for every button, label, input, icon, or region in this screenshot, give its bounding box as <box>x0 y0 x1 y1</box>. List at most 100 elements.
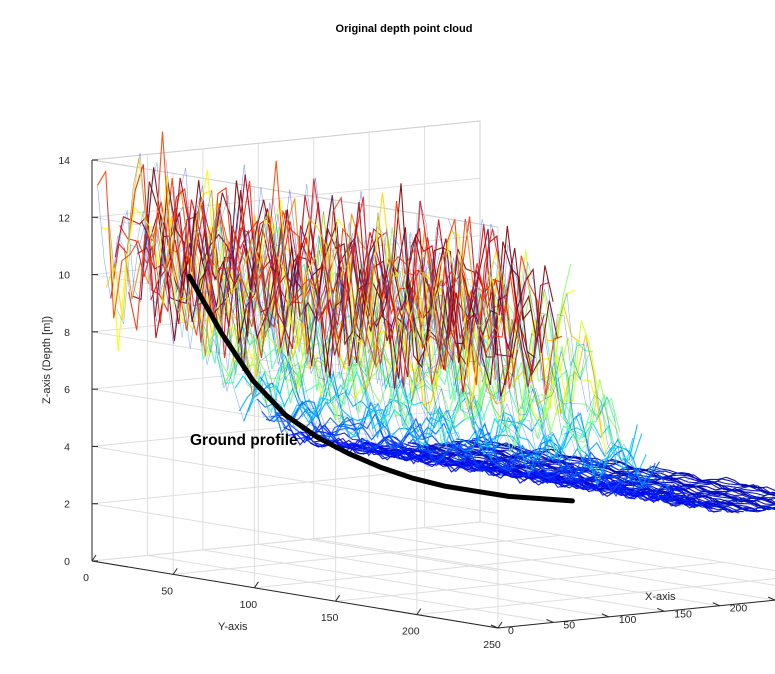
x-axis-ticks: 050100150200250300350 <box>490 596 775 637</box>
y-tick <box>335 594 341 602</box>
surface-line <box>97 185 471 450</box>
surface-line <box>243 211 617 473</box>
surface-line <box>184 208 558 465</box>
x-tick-label: 50 <box>563 619 575 631</box>
y-tick-label: 250 <box>483 639 501 651</box>
grid-line <box>479 521 775 572</box>
surface-line <box>457 268 775 508</box>
surface-line <box>438 218 775 505</box>
x-axis-line <box>497 599 775 629</box>
ground-profile-line <box>186 273 575 504</box>
z-tick-label: 0 <box>64 556 70 568</box>
grid-line <box>258 543 665 612</box>
x-axis-label: X-axis <box>645 591 676 603</box>
grid-line <box>335 561 724 602</box>
grid-line <box>313 538 720 607</box>
grid-line <box>202 549 609 618</box>
surface-line <box>311 235 685 484</box>
axis-lines <box>91 160 775 629</box>
ground-profile-label: Ground profile <box>190 432 298 449</box>
y-tick <box>253 581 259 589</box>
surface-line <box>262 189 636 477</box>
x-tick <box>546 618 554 623</box>
surface-line <box>282 222 656 479</box>
y-tick-label: 200 <box>402 626 420 638</box>
chart-title: Original depth point cloud <box>336 23 473 35</box>
y-tick <box>91 554 97 562</box>
z-tick-label: 2 <box>64 499 70 511</box>
surface-line <box>389 227 763 497</box>
x-tick <box>601 613 610 618</box>
x-tick-label: 100 <box>619 614 637 626</box>
z-tick-label: 4 <box>64 441 70 453</box>
y-tick-label: 100 <box>240 599 258 611</box>
x-tick-label: 200 <box>730 603 748 615</box>
surface-line <box>243 371 643 477</box>
x-tick <box>657 607 665 612</box>
surface-line <box>370 226 743 495</box>
surface-line <box>116 162 490 453</box>
z-tick-label: 8 <box>64 327 70 339</box>
grid-line <box>254 548 643 589</box>
z-tick-label: 14 <box>58 155 70 167</box>
z-axis-ticks: 0 2 4 6 8 10 12 14 <box>58 155 98 568</box>
grid-line <box>91 464 481 505</box>
y-tick <box>416 608 422 615</box>
z-tick-label: 10 <box>58 270 70 282</box>
surface-line <box>419 251 775 502</box>
grid-line <box>416 578 775 616</box>
x-tick <box>767 596 775 601</box>
surface-line <box>477 223 775 513</box>
x-tick <box>712 602 720 607</box>
grid-line <box>91 521 481 562</box>
y-axis-line <box>91 560 499 629</box>
surface-line <box>474 436 775 491</box>
surface-line <box>301 177 675 483</box>
surface-line <box>214 187 588 468</box>
y-axis-label: Y-axis <box>218 621 248 633</box>
z-tick-label: 12 <box>58 212 70 224</box>
surface-line <box>230 349 629 461</box>
surface-line <box>321 239 695 486</box>
surface-line <box>292 195 665 482</box>
surface-line <box>399 200 773 499</box>
y-axis-ticks: 0 50 100 150 200 250 <box>83 554 503 651</box>
grid-line <box>91 503 499 572</box>
grid-line <box>173 534 562 575</box>
surface-line <box>487 261 775 513</box>
surface-line <box>110 164 510 388</box>
x-tick-label: 0 <box>508 625 514 637</box>
surface-line <box>409 233 775 501</box>
y-tick <box>172 568 178 575</box>
x-tick <box>490 624 499 629</box>
z-tick-label: 6 <box>64 384 70 396</box>
depth-surface <box>97 131 775 514</box>
surface-line <box>350 232 724 490</box>
surface-line <box>467 244 775 512</box>
grid-line <box>91 349 481 390</box>
y-tick-label: 150 <box>321 612 339 624</box>
grid-line <box>147 554 554 623</box>
surface-line <box>194 195 568 467</box>
surface-line <box>119 181 519 390</box>
grid-line <box>369 532 775 601</box>
surface-line <box>247 370 647 487</box>
surface-line <box>136 210 510 456</box>
surface-line <box>297 431 696 508</box>
y-tick-label: 50 <box>161 585 173 597</box>
grid-line <box>91 445 499 514</box>
surface-line <box>105 157 505 414</box>
surface-line <box>360 234 734 493</box>
surface-line <box>340 191 714 489</box>
y-tick-label: 0 <box>83 572 89 584</box>
z-axis-label: Z-axis (Depth [m]) <box>41 316 53 404</box>
surface-line <box>314 439 713 510</box>
x-tick-label: 150 <box>674 608 692 620</box>
surface-line <box>274 411 674 498</box>
grid-line <box>91 177 481 218</box>
surface-line <box>223 164 597 470</box>
surface-line <box>331 212 704 489</box>
y-tick <box>497 621 503 629</box>
grid-line <box>424 527 775 586</box>
